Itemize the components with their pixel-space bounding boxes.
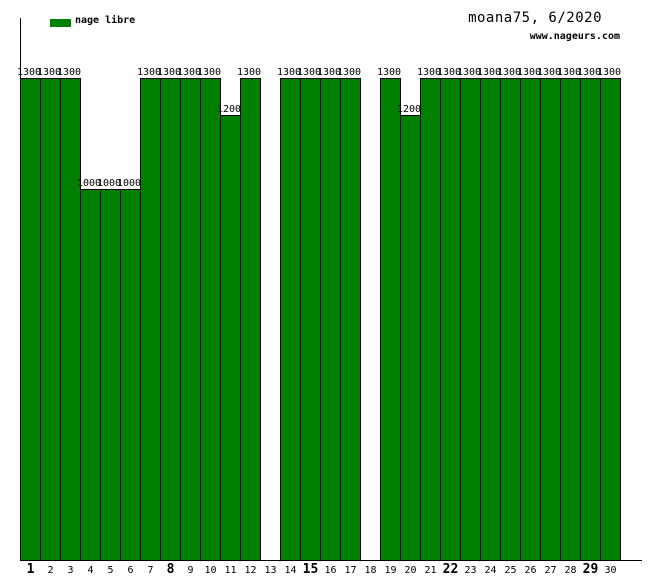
day-label: 25 xyxy=(504,565,517,576)
bar xyxy=(400,115,421,561)
bar-value-label: 1000 xyxy=(77,178,102,189)
bar xyxy=(520,78,541,561)
bar-value-label: 1300 xyxy=(177,67,202,78)
legend-swatch-icon xyxy=(50,19,71,27)
bar xyxy=(500,78,521,561)
bar xyxy=(220,115,241,561)
day-label: 24 xyxy=(484,565,497,576)
day-label: 7 xyxy=(147,565,154,576)
day-label: 18 xyxy=(364,565,377,576)
day-label: 28 xyxy=(564,565,577,576)
bar xyxy=(120,189,141,561)
bar-value-label: 1300 xyxy=(37,67,62,78)
bar xyxy=(100,189,121,561)
bar-value-label: 1300 xyxy=(137,67,162,78)
bar-value-label: 1300 xyxy=(337,67,362,78)
bar xyxy=(460,78,481,561)
day-label: 4 xyxy=(87,565,94,576)
bar-value-label: 1300 xyxy=(557,67,582,78)
bar xyxy=(20,78,41,561)
day-label: 21 xyxy=(424,565,437,576)
bar-value-label: 1300 xyxy=(237,67,262,78)
bar xyxy=(540,78,561,561)
bar-value-label: 1300 xyxy=(537,67,562,78)
bar-value-label: 1300 xyxy=(297,67,322,78)
bar-value-label: 1300 xyxy=(577,67,602,78)
bar xyxy=(380,78,401,561)
day-label: 27 xyxy=(544,565,557,576)
day-label: 2 xyxy=(47,565,54,576)
day-label: 8 xyxy=(166,562,175,577)
day-label: 1 xyxy=(26,562,35,577)
bar xyxy=(300,78,321,561)
day-label: 11 xyxy=(224,565,237,576)
day-label: 22 xyxy=(442,562,459,577)
bar-value-label: 1200 xyxy=(397,104,422,115)
bar xyxy=(200,78,221,561)
day-label: 12 xyxy=(244,565,257,576)
bar-value-label: 1300 xyxy=(377,67,402,78)
bar xyxy=(40,78,61,561)
bar xyxy=(580,78,601,561)
bar xyxy=(340,78,361,561)
day-label: 29 xyxy=(582,562,599,577)
bar xyxy=(240,78,261,561)
day-label: 5 xyxy=(107,565,114,576)
bar-value-label: 1300 xyxy=(517,67,542,78)
bar-value-label: 1300 xyxy=(17,67,42,78)
day-label: 15 xyxy=(302,562,319,577)
website-watermark: www.nageurs.com xyxy=(529,31,620,42)
bar xyxy=(280,78,301,561)
bar-value-label: 1000 xyxy=(97,178,122,189)
day-label: 10 xyxy=(204,565,217,576)
legend-label: nage libre xyxy=(75,15,136,26)
bar xyxy=(320,78,341,561)
bar xyxy=(600,78,621,561)
bar-value-label: 1300 xyxy=(477,67,502,78)
bar-value-label: 1300 xyxy=(457,67,482,78)
bar-value-label: 1300 xyxy=(157,67,182,78)
day-label: 13 xyxy=(264,565,277,576)
bar-value-label: 1200 xyxy=(217,104,242,115)
bar-value-label: 1300 xyxy=(57,67,82,78)
day-label: 9 xyxy=(187,565,194,576)
bar xyxy=(420,78,441,561)
bar xyxy=(160,78,181,561)
bar xyxy=(180,78,201,561)
bar xyxy=(440,78,461,561)
day-label: 26 xyxy=(524,565,537,576)
day-label: 30 xyxy=(604,565,617,576)
bar xyxy=(140,78,161,561)
day-label: 23 xyxy=(464,565,477,576)
bar-value-label: 1300 xyxy=(497,67,522,78)
day-label: 14 xyxy=(284,565,297,576)
day-label: 20 xyxy=(404,565,417,576)
bar xyxy=(480,78,501,561)
day-label: 16 xyxy=(324,565,337,576)
day-label: 19 xyxy=(384,565,397,576)
day-label: 6 xyxy=(127,565,134,576)
bar-value-label: 1000 xyxy=(117,178,142,189)
bar-value-label: 1300 xyxy=(597,67,622,78)
bar xyxy=(60,78,81,561)
bar xyxy=(560,78,581,561)
bar-value-label: 1300 xyxy=(417,67,442,78)
day-label: 3 xyxy=(67,565,74,576)
chart-title: moana75, 6/2020 xyxy=(468,10,602,26)
bar xyxy=(80,189,101,561)
day-label: 17 xyxy=(344,565,357,576)
bar-value-label: 1300 xyxy=(317,67,342,78)
bar-value-label: 1300 xyxy=(277,67,302,78)
bar-value-label: 1300 xyxy=(437,67,462,78)
bar-value-label: 1300 xyxy=(197,67,222,78)
